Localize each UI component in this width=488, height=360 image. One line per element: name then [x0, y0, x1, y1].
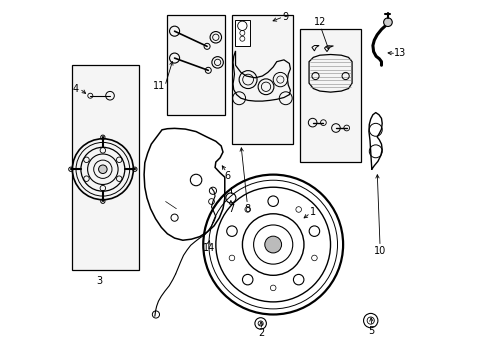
Text: 14: 14 — [202, 243, 214, 253]
Text: 8: 8 — [244, 204, 250, 214]
Text: 4: 4 — [72, 84, 78, 94]
Text: 10: 10 — [373, 246, 386, 256]
Bar — [72, 65, 139, 270]
Text: 13: 13 — [393, 48, 406, 58]
Text: 9: 9 — [282, 12, 288, 22]
Circle shape — [99, 165, 107, 174]
Text: 12: 12 — [313, 17, 325, 27]
Text: 5: 5 — [368, 325, 374, 336]
Text: 11: 11 — [153, 81, 165, 91]
Circle shape — [383, 18, 391, 27]
Text: 6: 6 — [224, 171, 230, 181]
Bar — [167, 15, 224, 116]
Text: 3: 3 — [96, 276, 102, 286]
Text: 7: 7 — [227, 204, 234, 214]
Bar — [300, 30, 360, 162]
Text: 1: 1 — [310, 207, 316, 217]
Text: 2: 2 — [258, 328, 264, 338]
Bar — [235, 21, 249, 45]
Circle shape — [264, 236, 281, 253]
Bar — [231, 15, 292, 144]
